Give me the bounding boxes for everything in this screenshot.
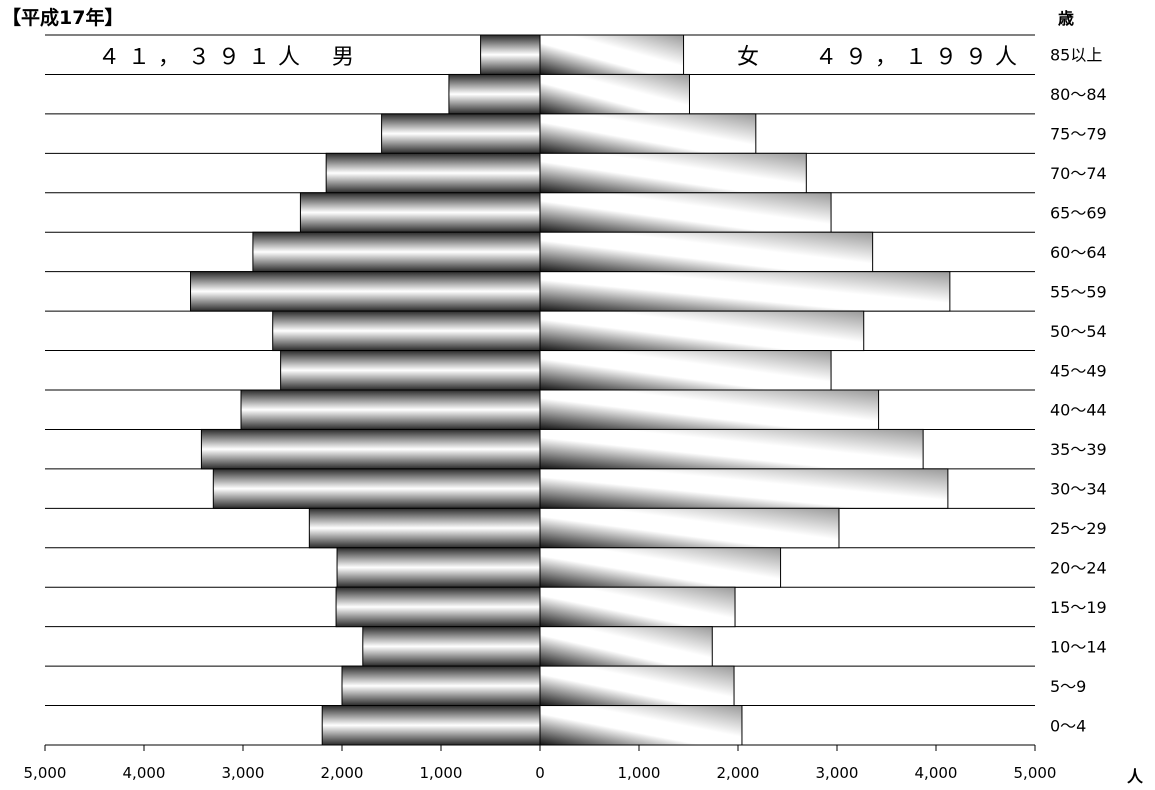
male-bar-2: [381, 113, 541, 154]
age-label-13: 20～24: [1050, 559, 1107, 578]
age-label-0: 85以上: [1050, 46, 1102, 65]
male-bar-1: [448, 73, 541, 115]
age-label-4: 65～69: [1050, 204, 1107, 223]
male-bar-16: [341, 665, 541, 707]
x-tick-label-7: 2,000: [717, 764, 760, 782]
age-label-3: 70～74: [1050, 164, 1107, 183]
female-series-label: 女: [737, 45, 759, 70]
female-bar-16: [539, 665, 735, 707]
age-label-16: 5～9: [1050, 677, 1086, 696]
chart-title: 【平成17年】: [2, 6, 123, 29]
female-bar-6: [539, 271, 951, 312]
male-bar-6: [190, 271, 541, 312]
male-bar-17: [321, 705, 541, 746]
age-label-9: 40～44: [1050, 401, 1107, 420]
female-bar-14: [539, 586, 736, 628]
female-bar-4: [539, 192, 832, 233]
female-bar-13: [539, 547, 782, 588]
value-axis-label: 人: [1127, 767, 1144, 786]
bars: [190, 34, 951, 746]
male-bar-13: [336, 547, 541, 588]
x-tick-label-1: 4,000: [123, 764, 166, 782]
age-label-12: 25～29: [1050, 519, 1107, 538]
male-bar-11: [212, 468, 541, 509]
x-tick-label-8: 3,000: [816, 764, 859, 782]
male-bar-10: [200, 428, 541, 470]
tick-labels: 5,000 4,000 3,000 2,000 1,000 0 1,000 2,000 3,00…: [24, 764, 1057, 782]
age-label-10: 35～39: [1050, 440, 1107, 459]
female-bar-15: [539, 626, 713, 667]
age-label-2: 75～79: [1050, 125, 1107, 144]
female-bar-8: [539, 350, 832, 391]
age-axis-label: 歳: [1058, 9, 1074, 28]
female-total-label: ４９，１９９人: [815, 45, 1025, 70]
female-bar-1: [539, 73, 690, 115]
x-tick-label-4: 1,000: [420, 764, 463, 782]
x-tick-label-6: 1,000: [618, 764, 661, 782]
male-total-label: ４１，３９１人: [98, 45, 308, 70]
male-bar-0: [480, 34, 541, 75]
age-label-1: 80～84: [1050, 85, 1107, 104]
male-bar-12: [308, 507, 541, 549]
female-bar-0: [539, 34, 685, 75]
x-tick-label-5: 0: [535, 764, 545, 782]
age-label-17: 0～4: [1050, 716, 1086, 735]
female-bar-11: [539, 468, 949, 509]
male-bar-9: [240, 389, 541, 430]
female-bar-5: [539, 231, 874, 273]
age-labels: 85以上 80～84 75～79 70～74 65～69 60～64 55～59 50～54 4…: [1050, 46, 1107, 736]
age-label-11: 30～34: [1050, 480, 1107, 499]
female-bar-7: [539, 310, 865, 352]
male-bar-15: [362, 626, 541, 667]
x-tick-label-3: 2,000: [321, 764, 364, 782]
female-bar-17: [539, 705, 743, 746]
age-label-15: 10～14: [1050, 637, 1107, 656]
age-label-8: 45～49: [1050, 361, 1107, 380]
male-bar-7: [272, 310, 541, 352]
age-label-14: 15～19: [1050, 598, 1107, 617]
male-bar-4: [299, 192, 541, 233]
female-bar-9: [539, 389, 880, 430]
male-bar-3: [325, 152, 541, 194]
x-tick-label-0: 5,000: [24, 764, 67, 782]
x-tick-label-10: 5,000: [1014, 764, 1057, 782]
axes: [44, 35, 1036, 751]
male-bar-5: [252, 231, 541, 273]
x-tick-label-2: 3,000: [222, 764, 265, 782]
male-bar-14: [335, 586, 541, 628]
female-bar-10: [539, 428, 924, 470]
female-bar-2: [539, 113, 757, 154]
age-label-6: 55～59: [1050, 282, 1107, 301]
female-bar-12: [539, 507, 840, 549]
female-bar-3: [539, 152, 807, 194]
age-label-5: 60～64: [1050, 243, 1107, 262]
x-tick-label-9: 4,000: [915, 764, 958, 782]
age-label-7: 50～54: [1050, 322, 1107, 341]
male-bar-8: [280, 350, 541, 391]
male-series-label: 男: [332, 45, 354, 70]
